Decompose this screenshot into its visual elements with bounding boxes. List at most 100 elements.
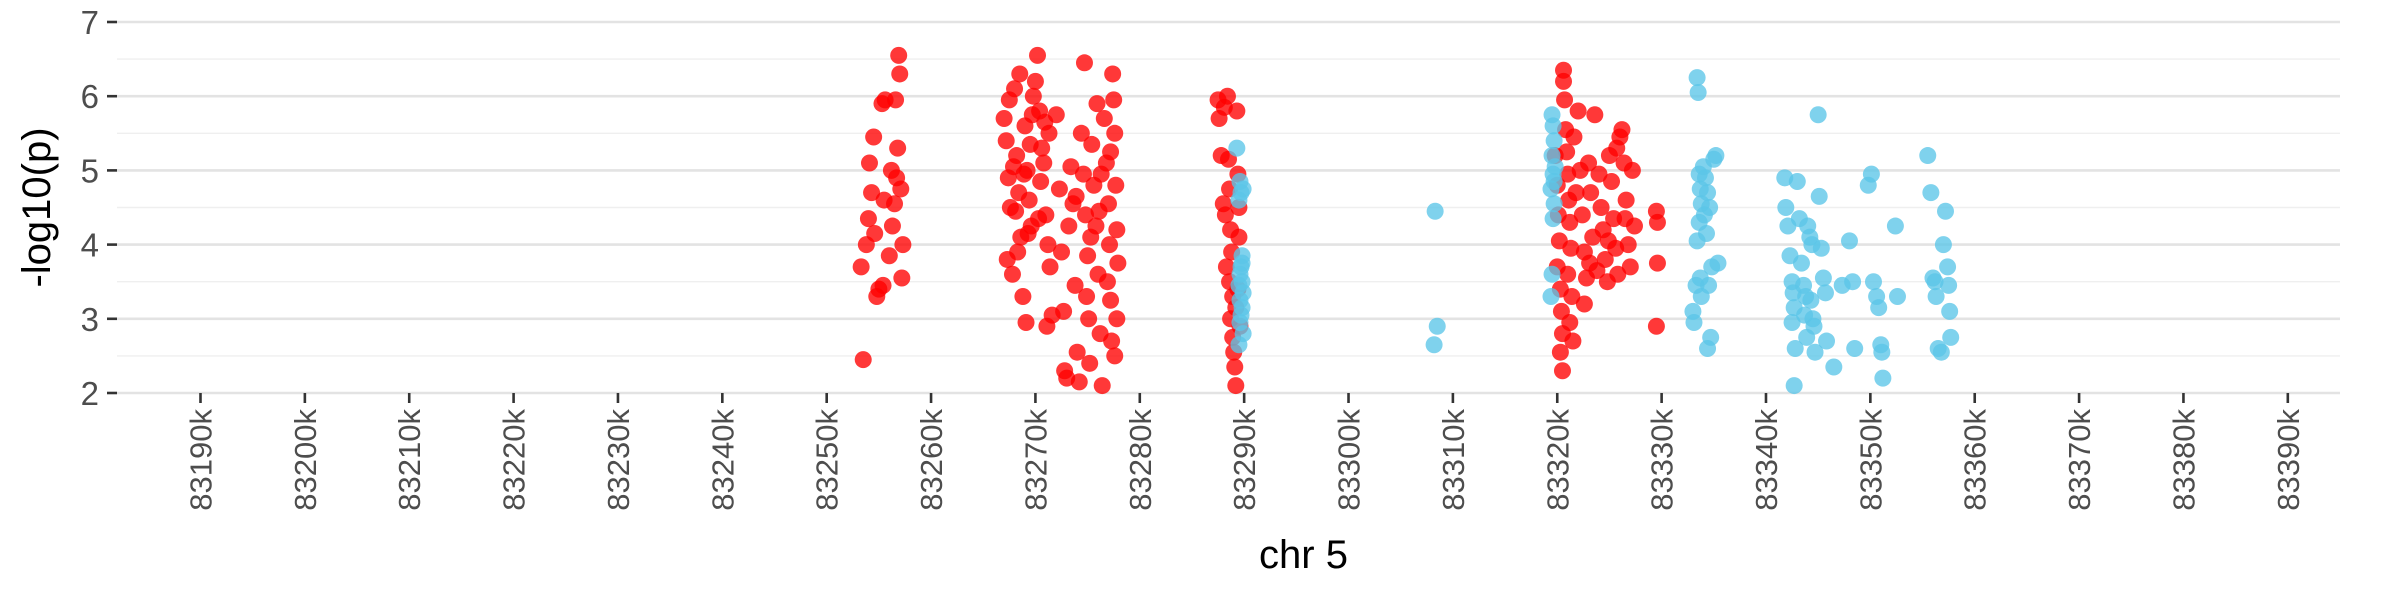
data-point (1029, 46, 1047, 64)
data-point (1107, 176, 1125, 194)
data-point (1555, 72, 1573, 90)
data-point (1551, 343, 1569, 361)
data-point (1695, 206, 1713, 224)
data-point (1011, 65, 1029, 83)
data-point (1608, 139, 1626, 157)
data-point (1082, 228, 1100, 246)
data-point (1079, 247, 1097, 265)
data-point (1582, 184, 1600, 202)
data-point (889, 139, 907, 157)
data-point (1553, 362, 1571, 380)
data-point (1697, 224, 1715, 242)
data-point (1108, 310, 1126, 328)
data-point (1788, 173, 1806, 191)
y-tick-label: 7 (81, 4, 99, 41)
x-tick-label: 83250k (810, 409, 845, 511)
data-point (1227, 377, 1245, 395)
data-point (1792, 254, 1810, 272)
data-point (1558, 143, 1576, 161)
data-point (1700, 276, 1718, 294)
data-point (1006, 80, 1024, 98)
data-point (1688, 69, 1706, 87)
data-point (1818, 332, 1836, 350)
data-point (1090, 202, 1108, 220)
data-point (1035, 154, 1053, 172)
data-point (1934, 236, 1952, 254)
data-point (1786, 339, 1804, 357)
axes: 2 3 4 5 6 7 83190k 83200k 83210k 83220k 83230k 8324… (81, 4, 2306, 511)
data-point (1940, 276, 1958, 294)
data-point (1561, 213, 1579, 231)
data-points (852, 46, 1960, 395)
data-point (891, 65, 909, 83)
data-point (1068, 343, 1086, 361)
data-point (1936, 202, 1954, 220)
data-point (1556, 91, 1574, 109)
data-point (1019, 224, 1037, 242)
data-point (1927, 288, 1945, 306)
data-point (1077, 206, 1095, 224)
x-tick-label: 83350k (1853, 409, 1888, 511)
data-point (1886, 217, 1904, 235)
data-point (1106, 124, 1124, 142)
x-tick-label: 83360k (1958, 409, 1993, 511)
data-point (1032, 173, 1050, 191)
data-point (1228, 102, 1246, 120)
x-tick-label: 83200k (288, 409, 323, 511)
data-point (1228, 139, 1246, 157)
data-point (1088, 95, 1106, 113)
data-point (1864, 273, 1882, 291)
data-point (1003, 265, 1021, 283)
data-point (1873, 343, 1891, 361)
data-point (1599, 232, 1617, 250)
data-point (1007, 202, 1025, 220)
data-point (854, 351, 872, 369)
data-point (1023, 106, 1041, 124)
data-point (1816, 284, 1834, 302)
data-point (1647, 317, 1665, 335)
data-point (1542, 288, 1560, 306)
data-point (1014, 288, 1032, 306)
data-point (1428, 317, 1446, 335)
data-point (1109, 254, 1127, 272)
data-point (1021, 135, 1039, 153)
x-tick-label: 83260k (914, 409, 949, 511)
data-point (886, 195, 904, 213)
data-point (1621, 258, 1639, 276)
data-point (1874, 369, 1892, 387)
data-point (1095, 109, 1113, 127)
data-point (866, 224, 884, 242)
data-point (1070, 373, 1088, 391)
data-point (1080, 310, 1098, 328)
data-point (1009, 243, 1027, 261)
x-tick-label: 83290k (1227, 409, 1262, 511)
y-tick-label: 4 (81, 227, 99, 264)
data-point (1104, 65, 1122, 83)
data-point (1226, 358, 1244, 376)
y-tick-label: 6 (81, 78, 99, 115)
data-point (1055, 302, 1073, 320)
data-point (873, 95, 891, 113)
x-tick-label: 83280k (1123, 409, 1158, 511)
data-point (1559, 265, 1577, 283)
data-point (1613, 121, 1631, 139)
data-point (880, 247, 898, 265)
data-point (892, 180, 910, 198)
data-point (1696, 169, 1714, 187)
data-point (1569, 102, 1587, 120)
x-tick-label: 83270k (1018, 409, 1053, 511)
data-point (1648, 254, 1666, 272)
data-point (1072, 124, 1090, 142)
data-point (1081, 354, 1099, 372)
data-point (1846, 339, 1864, 357)
data-point (1083, 135, 1101, 153)
data-point (1103, 332, 1121, 350)
data-point (1707, 147, 1725, 165)
data-point (997, 132, 1015, 150)
data-point (1545, 195, 1563, 213)
data-point (1053, 243, 1071, 261)
x-tick-label: 83190k (183, 409, 218, 511)
data-point (1060, 217, 1078, 235)
data-point (1939, 258, 1957, 276)
data-point (1565, 128, 1583, 146)
